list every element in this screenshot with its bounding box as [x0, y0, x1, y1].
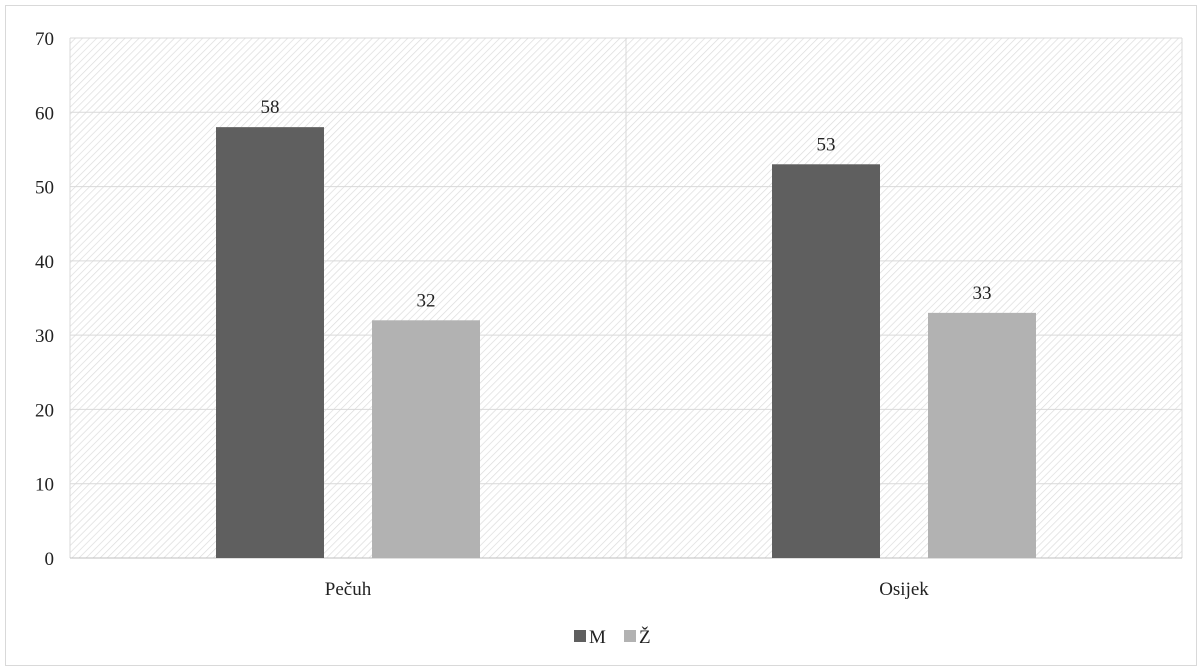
legend-label: M [589, 627, 606, 648]
y-tick-label: 30 [35, 326, 54, 347]
data-label: 32 [417, 290, 436, 311]
legend-swatch-M [574, 630, 586, 642]
bar-M-Osijek [772, 164, 880, 559]
y-tick-label: 20 [35, 400, 54, 421]
y-tick-label: 0 [45, 549, 55, 570]
y-tick-label: 60 [35, 103, 54, 124]
bar-M-Pečuh [216, 127, 324, 559]
legend-swatch-Ž [624, 630, 636, 642]
x-category-label: Pečuh [325, 579, 372, 600]
data-label: 53 [817, 134, 836, 155]
x-category-label: Osijek [879, 579, 929, 600]
y-tick-label: 50 [35, 178, 54, 199]
y-tick-label: 10 [35, 475, 54, 496]
bar-Ž-Pečuh [372, 320, 480, 558]
y-tick-label: 70 [35, 29, 54, 50]
y-tick-label: 40 [35, 252, 54, 273]
bars [216, 127, 1036, 559]
data-labels: 58 32 53 33 [261, 97, 992, 311]
data-label: 33 [973, 283, 992, 304]
y-axis-tick-labels: 0 10 20 30 40 50 60 70 [35, 29, 54, 570]
data-label: 58 [261, 97, 280, 118]
bar-Ž-Osijek [928, 312, 1036, 558]
x-axis-category-labels: Pečuh Osijek [325, 579, 930, 600]
legend-label: Ž [639, 626, 651, 648]
